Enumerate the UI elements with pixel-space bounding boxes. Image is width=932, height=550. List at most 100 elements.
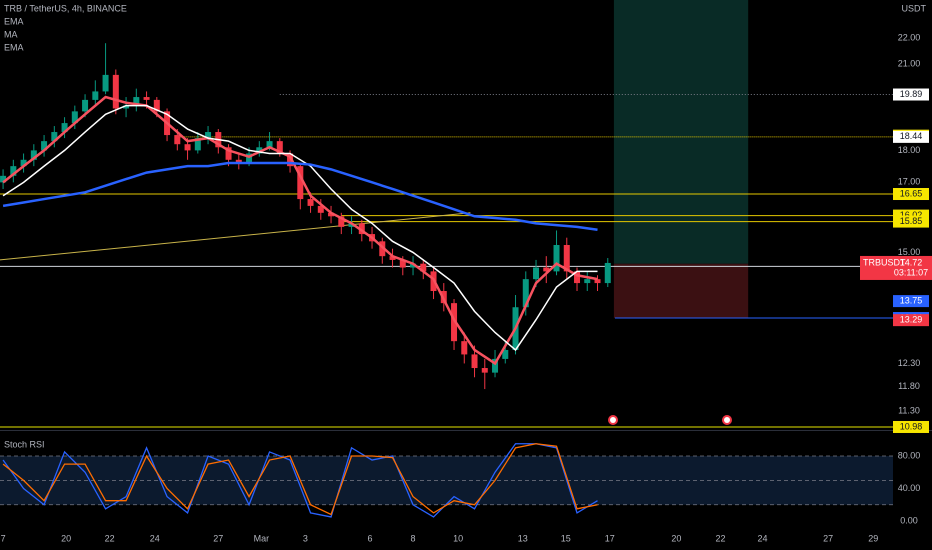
x-tick-label: 20 bbox=[671, 533, 681, 543]
y-tick-label: 15.00 bbox=[898, 247, 921, 257]
stoch-line bbox=[2, 443, 598, 516]
target-zone bbox=[613, 0, 749, 264]
legend-entry: EMA bbox=[4, 16, 24, 26]
indicator-line bbox=[2, 95, 598, 366]
candle-body bbox=[502, 349, 509, 359]
candle-body bbox=[553, 244, 560, 272]
price-tag bbox=[893, 215, 929, 228]
candle-body bbox=[174, 135, 181, 145]
candle-body bbox=[225, 147, 232, 160]
event-icon[interactable] bbox=[722, 415, 732, 425]
price-tag-label: 19.89 bbox=[900, 89, 923, 99]
candle-body bbox=[328, 212, 335, 217]
x-tick-label: 15 bbox=[561, 533, 571, 543]
x-tick-label: 22 bbox=[105, 533, 115, 543]
price-tag-label: 13.75 bbox=[900, 295, 923, 305]
candle-body bbox=[543, 267, 550, 272]
x-tick-label: 27 bbox=[213, 533, 223, 543]
stoch-line bbox=[2, 443, 598, 518]
x-tick-label: 13 bbox=[518, 533, 528, 543]
candle-body bbox=[205, 132, 212, 139]
event-icon[interactable] bbox=[608, 415, 618, 425]
stoch-tick-label: 40.00 bbox=[898, 483, 921, 493]
candle-body bbox=[481, 368, 488, 373]
candle-body bbox=[461, 341, 468, 355]
candle-body bbox=[92, 91, 99, 100]
candle-body bbox=[194, 138, 201, 151]
chart-title: TRB / TetherUS, 4h, BINANCE bbox=[4, 3, 127, 13]
y-tick-label: 22.00 bbox=[898, 32, 921, 42]
candle-body bbox=[112, 74, 119, 109]
y-tick-label: 11.80 bbox=[898, 381, 920, 391]
candle-body bbox=[133, 97, 140, 106]
price-tag-label: 10.98 bbox=[900, 421, 923, 431]
candle-body bbox=[389, 256, 396, 260]
x-tick-label: 17 bbox=[605, 533, 615, 543]
candle-body bbox=[584, 279, 591, 284]
candle-body bbox=[379, 241, 386, 257]
candle-body bbox=[61, 123, 68, 133]
indicator-line bbox=[2, 104, 598, 352]
candle-body bbox=[71, 111, 78, 124]
x-tick-label: 8 bbox=[411, 533, 416, 543]
candle-body bbox=[594, 279, 601, 284]
candle-body bbox=[522, 279, 529, 308]
x-tick-label: 20 bbox=[61, 533, 71, 543]
stoch-tick-label: 0.00 bbox=[900, 515, 918, 525]
candle-body bbox=[297, 166, 304, 200]
candle-body bbox=[317, 205, 324, 213]
stoch-tick-label: 80.00 bbox=[898, 450, 921, 460]
candle-body bbox=[492, 358, 499, 373]
candle-body bbox=[20, 159, 27, 167]
candle-body bbox=[563, 244, 570, 272]
x-tick-label: 29 bbox=[868, 533, 878, 543]
candle-body bbox=[471, 354, 478, 369]
x-tick-label: 3 bbox=[303, 533, 308, 543]
x-tick-label: 10 bbox=[453, 533, 463, 543]
symbol-tag bbox=[860, 255, 932, 280]
candle-body bbox=[399, 259, 406, 268]
candle-body bbox=[153, 99, 160, 112]
stop-zone bbox=[613, 263, 749, 319]
candle-body bbox=[41, 141, 48, 151]
candle-body bbox=[266, 141, 273, 148]
trendline bbox=[0, 212, 471, 261]
currency: USDT bbox=[902, 3, 927, 13]
candle-body bbox=[533, 267, 540, 280]
price-tag bbox=[893, 88, 929, 101]
candle-body bbox=[574, 271, 581, 284]
candle-body bbox=[256, 147, 263, 154]
price-tag bbox=[893, 188, 929, 201]
price-tag bbox=[893, 130, 929, 143]
candle-body bbox=[420, 263, 427, 272]
candle-body bbox=[338, 216, 345, 227]
candle-body bbox=[0, 175, 7, 183]
price-tag-label: 16.02 bbox=[900, 210, 923, 220]
candle-body bbox=[276, 141, 283, 154]
candle-body bbox=[604, 262, 611, 284]
countdown: 03:11:07 bbox=[894, 267, 928, 277]
candle-body bbox=[10, 166, 17, 176]
x-tick-label: 6 bbox=[367, 533, 372, 543]
candle-body bbox=[102, 74, 109, 92]
y-tick-label: 11.30 bbox=[898, 405, 920, 415]
y-tick-label: 17.00 bbox=[898, 177, 921, 187]
candle-body bbox=[307, 199, 314, 206]
x-tick-label: Mar bbox=[254, 533, 270, 543]
candle-body bbox=[358, 223, 365, 235]
price-tag-label: 13.29 bbox=[900, 315, 923, 325]
candle-body bbox=[184, 144, 191, 151]
y-tick-label: 18.00 bbox=[898, 145, 921, 155]
x-tick-label: 7 bbox=[1, 533, 6, 543]
legend-entry: MA bbox=[4, 29, 18, 39]
candle-body bbox=[287, 153, 294, 167]
stoch-title: Stoch RSI bbox=[4, 439, 45, 449]
x-tick-label: 27 bbox=[823, 533, 833, 543]
candle-body bbox=[82, 99, 89, 112]
price-tag bbox=[893, 420, 929, 433]
price-tag-label: 16.65 bbox=[900, 188, 923, 198]
last-price: 14.72 bbox=[900, 257, 923, 267]
candle-body bbox=[246, 153, 253, 163]
price-tag bbox=[893, 295, 929, 308]
